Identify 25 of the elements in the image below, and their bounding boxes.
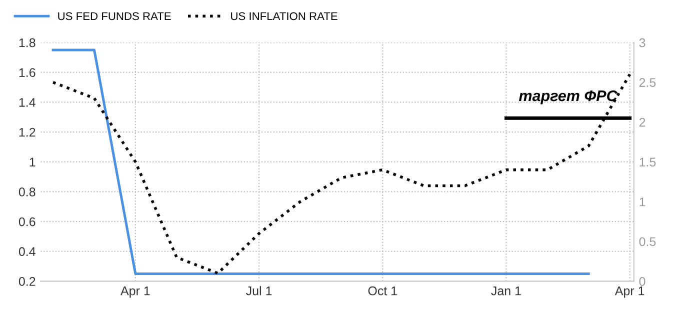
legend-label: US FED FUNDS RATE [58, 12, 171, 20]
x-tick-label: Apr 1 [120, 286, 150, 298]
y-tick-label: 0.4 [18, 247, 36, 256]
y2-tick-label: 2.5 [639, 78, 656, 87]
y2-tick-label: 0 [639, 277, 646, 286]
y-tick-label: 0.2 [18, 277, 36, 286]
x-tick-label: Oct 1 [368, 286, 397, 296]
y2-tick-label: 3 [639, 38, 646, 48]
x-tick-label: Jan 1 [491, 286, 521, 296]
line-series [52, 72, 632, 275]
x-tick-label: Apr 1 [614, 286, 644, 298]
y2-tick-label: 2 [639, 118, 646, 127]
x-tick-label: Jul 1 [246, 286, 272, 296]
y-tick-label: 0.8 [18, 188, 36, 196]
y-tick-label: 1.6 [19, 68, 36, 77]
y-tick-label: 1.4 [19, 98, 36, 107]
y-tick-label: 1.2 [19, 128, 36, 137]
y2-tick-label: 1.5 [640, 158, 656, 167]
y2-tick-label: 1 [640, 198, 646, 206]
annotation: таргет ФРС [518, 90, 618, 104]
y-tick-label: 0.6 [18, 217, 36, 226]
legend-label: US INFLATION RATE [231, 12, 338, 20]
y2-tick-label: 0.5 [639, 237, 656, 246]
y-tick-label: 1.8 [19, 38, 36, 48]
y-tick-label: 1 [30, 158, 36, 166]
